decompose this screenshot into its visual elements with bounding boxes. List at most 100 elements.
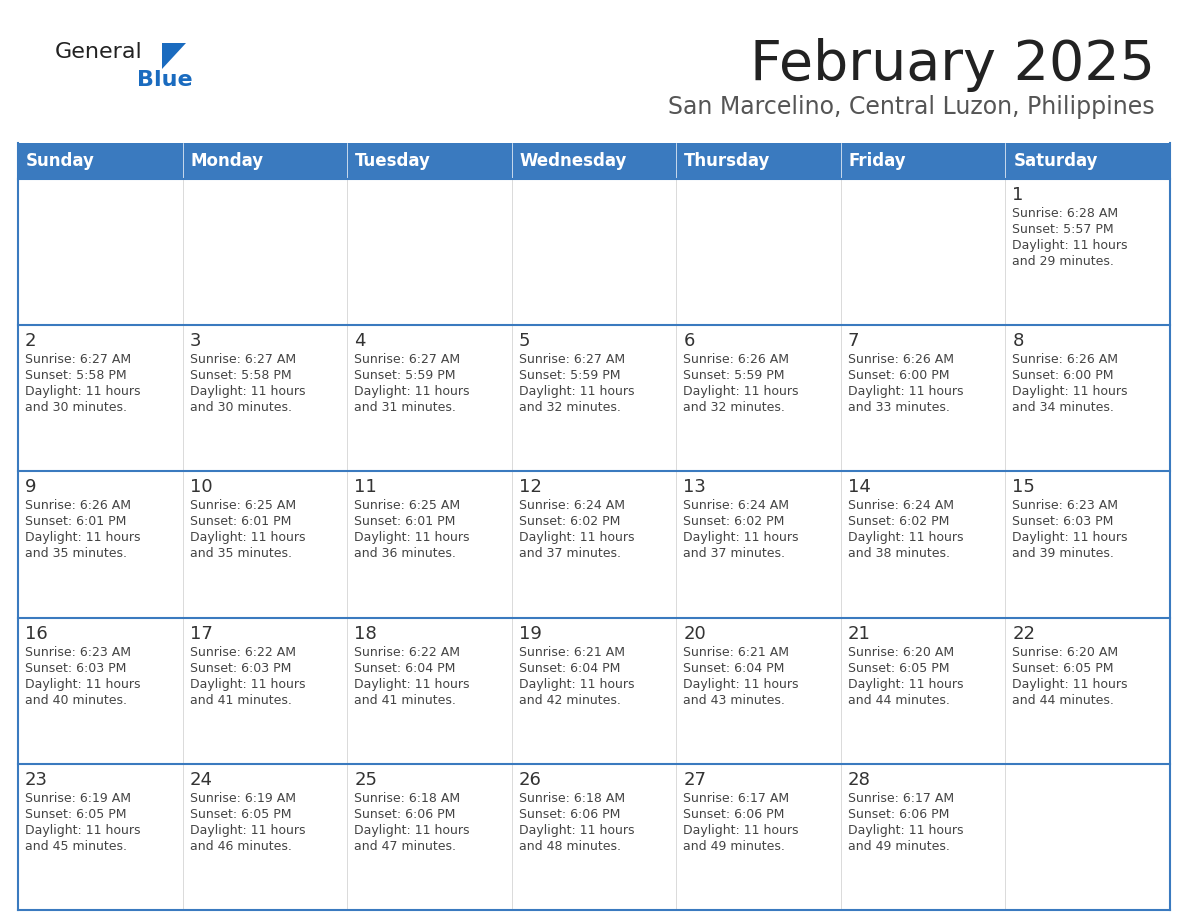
Text: Sunset: 6:00 PM: Sunset: 6:00 PM	[1012, 369, 1114, 382]
Text: Sunset: 6:01 PM: Sunset: 6:01 PM	[190, 515, 291, 529]
Text: Daylight: 11 hours: Daylight: 11 hours	[683, 386, 798, 398]
Bar	[18, 143, 183, 179]
Text: Sunset: 6:06 PM: Sunset: 6:06 PM	[354, 808, 455, 821]
Bar	[1005, 143, 1170, 179]
Text: Sunset: 6:05 PM: Sunset: 6:05 PM	[848, 662, 949, 675]
Text: Daylight: 11 hours: Daylight: 11 hours	[519, 677, 634, 690]
Text: Sunset: 6:01 PM: Sunset: 6:01 PM	[25, 515, 126, 529]
Text: Daylight: 11 hours: Daylight: 11 hours	[190, 677, 305, 690]
Text: Saturday: Saturday	[1013, 152, 1098, 170]
Text: Sunset: 5:59 PM: Sunset: 5:59 PM	[683, 369, 785, 382]
Text: Daylight: 11 hours: Daylight: 11 hours	[1012, 239, 1127, 252]
Text: Sunrise: 6:26 AM: Sunrise: 6:26 AM	[1012, 353, 1118, 366]
Text: Sunset: 6:06 PM: Sunset: 6:06 PM	[848, 808, 949, 821]
Text: Sunrise: 6:18 AM: Sunrise: 6:18 AM	[519, 792, 625, 805]
Text: Daylight: 11 hours: Daylight: 11 hours	[25, 823, 140, 837]
Text: and 35 minutes.: and 35 minutes.	[190, 547, 291, 560]
Text: and 39 minutes.: and 39 minutes.	[1012, 547, 1114, 560]
Text: 26: 26	[519, 771, 542, 789]
Text: Daylight: 11 hours: Daylight: 11 hours	[1012, 677, 1127, 690]
Text: Daylight: 11 hours: Daylight: 11 hours	[190, 823, 305, 837]
Text: Daylight: 11 hours: Daylight: 11 hours	[354, 823, 469, 837]
Text: Sunrise: 6:28 AM: Sunrise: 6:28 AM	[1012, 207, 1119, 220]
Text: Daylight: 11 hours: Daylight: 11 hours	[354, 532, 469, 544]
Text: Daylight: 11 hours: Daylight: 11 hours	[25, 386, 140, 398]
Text: and 31 minutes.: and 31 minutes.	[354, 401, 456, 414]
Text: 19: 19	[519, 624, 542, 643]
Text: Daylight: 11 hours: Daylight: 11 hours	[354, 386, 469, 398]
Text: Sunrise: 6:19 AM: Sunrise: 6:19 AM	[190, 792, 296, 805]
Text: Blue: Blue	[137, 70, 192, 90]
Text: Daylight: 11 hours: Daylight: 11 hours	[848, 677, 963, 690]
Text: Sunrise: 6:22 AM: Sunrise: 6:22 AM	[354, 645, 460, 658]
Text: Sunset: 5:58 PM: Sunset: 5:58 PM	[190, 369, 291, 382]
Text: Sunrise: 6:22 AM: Sunrise: 6:22 AM	[190, 645, 296, 658]
Text: Daylight: 11 hours: Daylight: 11 hours	[519, 386, 634, 398]
Text: Sunrise: 6:25 AM: Sunrise: 6:25 AM	[354, 499, 460, 512]
Text: 2: 2	[25, 332, 37, 350]
Text: General: General	[55, 42, 143, 62]
Text: and 46 minutes.: and 46 minutes.	[190, 840, 291, 853]
Text: 3: 3	[190, 332, 201, 350]
Text: and 48 minutes.: and 48 minutes.	[519, 840, 620, 853]
Text: Daylight: 11 hours: Daylight: 11 hours	[190, 386, 305, 398]
Text: Friday: Friday	[849, 152, 906, 170]
Text: Sunrise: 6:24 AM: Sunrise: 6:24 AM	[683, 499, 789, 512]
Text: and 30 minutes.: and 30 minutes.	[25, 401, 127, 414]
Text: Daylight: 11 hours: Daylight: 11 hours	[519, 532, 634, 544]
Text: 13: 13	[683, 478, 706, 497]
Bar	[18, 618, 1170, 764]
Text: and 32 minutes.: and 32 minutes.	[683, 401, 785, 414]
Text: 23: 23	[25, 771, 48, 789]
Bar	[18, 179, 1170, 325]
Text: and 32 minutes.: and 32 minutes.	[519, 401, 620, 414]
Text: and 29 minutes.: and 29 minutes.	[1012, 255, 1114, 268]
Text: and 45 minutes.: and 45 minutes.	[25, 840, 127, 853]
Text: Wednesday: Wednesday	[519, 152, 627, 170]
Text: Sunrise: 6:20 AM: Sunrise: 6:20 AM	[848, 645, 954, 658]
Text: and 44 minutes.: and 44 minutes.	[848, 694, 949, 707]
Text: 6: 6	[683, 332, 695, 350]
Text: Sunset: 6:05 PM: Sunset: 6:05 PM	[1012, 662, 1114, 675]
Text: Sunrise: 6:24 AM: Sunrise: 6:24 AM	[848, 499, 954, 512]
Text: Sunrise: 6:27 AM: Sunrise: 6:27 AM	[25, 353, 131, 366]
Text: Sunrise: 6:18 AM: Sunrise: 6:18 AM	[354, 792, 460, 805]
Text: February 2025: February 2025	[750, 38, 1155, 92]
Text: Sunset: 6:03 PM: Sunset: 6:03 PM	[25, 662, 126, 675]
Text: Daylight: 11 hours: Daylight: 11 hours	[683, 677, 798, 690]
Text: Sunrise: 6:21 AM: Sunrise: 6:21 AM	[683, 645, 789, 658]
Text: 10: 10	[190, 478, 213, 497]
Text: and 34 minutes.: and 34 minutes.	[1012, 401, 1114, 414]
Text: 1: 1	[1012, 186, 1024, 204]
Text: 16: 16	[25, 624, 48, 643]
Text: Daylight: 11 hours: Daylight: 11 hours	[683, 823, 798, 837]
Bar	[841, 143, 1005, 179]
Bar	[18, 325, 1170, 472]
Text: Sunset: 6:00 PM: Sunset: 6:00 PM	[848, 369, 949, 382]
Text: Daylight: 11 hours: Daylight: 11 hours	[848, 823, 963, 837]
Text: 18: 18	[354, 624, 377, 643]
Text: Sunrise: 6:21 AM: Sunrise: 6:21 AM	[519, 645, 625, 658]
Text: Sunrise: 6:26 AM: Sunrise: 6:26 AM	[25, 499, 131, 512]
Text: 11: 11	[354, 478, 377, 497]
Text: and 49 minutes.: and 49 minutes.	[848, 840, 949, 853]
Text: 5: 5	[519, 332, 530, 350]
Text: and 47 minutes.: and 47 minutes.	[354, 840, 456, 853]
Text: Sunset: 6:05 PM: Sunset: 6:05 PM	[25, 808, 126, 821]
Text: and 40 minutes.: and 40 minutes.	[25, 694, 127, 707]
Text: 15: 15	[1012, 478, 1035, 497]
Text: Sunset: 6:03 PM: Sunset: 6:03 PM	[1012, 515, 1114, 529]
Text: Sunset: 6:02 PM: Sunset: 6:02 PM	[519, 515, 620, 529]
Text: Sunrise: 6:23 AM: Sunrise: 6:23 AM	[25, 645, 131, 658]
Text: 22: 22	[1012, 624, 1036, 643]
Text: Sunset: 6:05 PM: Sunset: 6:05 PM	[190, 808, 291, 821]
Text: Sunset: 6:04 PM: Sunset: 6:04 PM	[354, 662, 455, 675]
Text: 14: 14	[848, 478, 871, 497]
Bar	[18, 472, 1170, 618]
Bar	[512, 143, 676, 179]
Text: and 37 minutes.: and 37 minutes.	[683, 547, 785, 560]
Text: Sunset: 6:04 PM: Sunset: 6:04 PM	[519, 662, 620, 675]
Text: Sunset: 5:59 PM: Sunset: 5:59 PM	[354, 369, 456, 382]
Text: and 41 minutes.: and 41 minutes.	[354, 694, 456, 707]
Text: San Marcelino, Central Luzon, Philippines: San Marcelino, Central Luzon, Philippine…	[669, 95, 1155, 119]
